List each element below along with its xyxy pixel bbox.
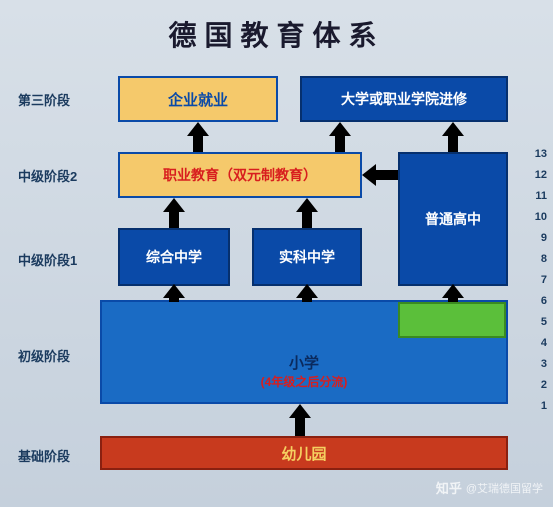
stage-label-base: 基础阶段 — [18, 446, 90, 465]
stage-label-m1: 中级阶段1 — [18, 250, 90, 269]
box-gesamtschule: 综合中学 — [118, 228, 230, 286]
box-employment: 企业就业 — [118, 76, 278, 122]
grade-6: 6 — [541, 295, 547, 307]
grade-9: 9 — [541, 232, 547, 244]
primary-sub: (4年级之后分流) — [261, 373, 348, 390]
grade-8: 8 — [541, 253, 547, 265]
box-realschule: 实科中学 — [252, 228, 362, 286]
primary-title: 小学 — [289, 352, 319, 373]
grade-12: 12 — [535, 169, 547, 181]
grade-1: 1 — [541, 400, 547, 412]
grade-13: 13 — [535, 148, 547, 160]
grade-11: 11 — [535, 190, 547, 202]
stage-label-s3: 第三阶段 — [18, 90, 90, 109]
box-vocational: 职业教育（双元制教育） — [118, 152, 362, 198]
grade-5: 5 — [541, 316, 547, 328]
grade-2: 2 — [541, 379, 547, 391]
stage-label-m2: 中级阶段2 — [18, 166, 90, 185]
box-kinder: 幼儿园 — [100, 436, 508, 470]
grade-7: 7 — [541, 274, 547, 286]
box-uni-further: 大学或职业学院进修 — [300, 76, 508, 122]
watermark: 知乎 @艾瑞德国留学 — [436, 478, 543, 497]
watermark-logo: 知乎 — [436, 478, 462, 497]
box-primary-label: 小学 (4年级之后分流) — [100, 338, 508, 404]
page-title: 德国教育体系 — [0, 0, 553, 54]
watermark-author: @艾瑞德国留学 — [466, 480, 543, 496]
box-gymnasium: 普通高中 — [398, 152, 508, 286]
box-orientation — [398, 302, 506, 338]
grade-3: 3 — [541, 358, 547, 370]
grade-10: 10 — [535, 211, 547, 223]
grade-4: 4 — [541, 337, 547, 349]
stage-label-pri: 初级阶段 — [18, 346, 90, 365]
